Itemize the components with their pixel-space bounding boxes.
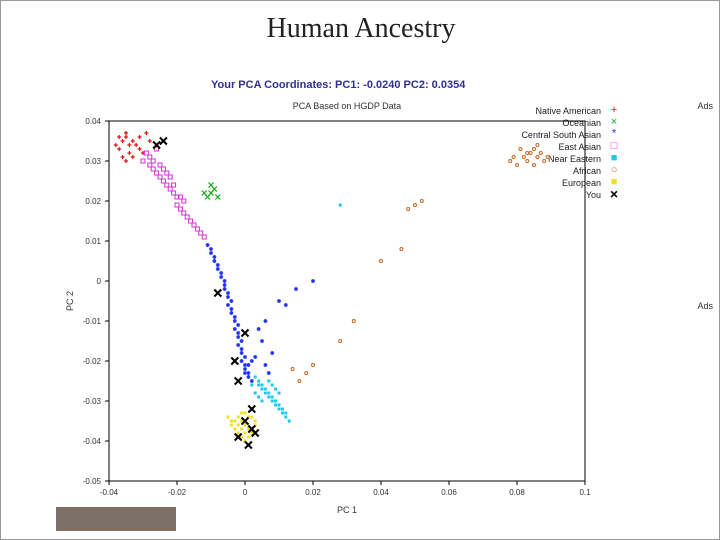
svg-text:0.04: 0.04 (85, 117, 101, 126)
ads-label-2: Ads (697, 301, 713, 311)
svg-text:-0.02: -0.02 (83, 357, 102, 366)
svg-text:0.01: 0.01 (85, 237, 101, 246)
slide: Human Ancestry Your PCA Coordinates: PC1… (0, 0, 720, 540)
page-title: Human Ancestry (1, 13, 720, 45)
svg-text:-0.04: -0.04 (83, 437, 102, 446)
svg-text:0: 0 (243, 488, 248, 497)
svg-text:0.04: 0.04 (373, 488, 389, 497)
svg-text:0.03: 0.03 (85, 157, 101, 166)
svg-text:0: 0 (97, 277, 102, 286)
svg-text:-0.05: -0.05 (83, 477, 102, 486)
svg-text:PCA Based on HGDP Data: PCA Based on HGDP Data (293, 101, 401, 111)
svg-text:PC 2: PC 2 (65, 291, 75, 311)
footer-bar (56, 507, 176, 531)
svg-text:PC 1: PC 1 (337, 505, 357, 515)
svg-text:0.06: 0.06 (441, 488, 457, 497)
svg-text:0.02: 0.02 (305, 488, 321, 497)
svg-text:-0.01: -0.01 (83, 317, 102, 326)
svg-text:-0.04: -0.04 (100, 488, 119, 497)
svg-text:-0.02: -0.02 (168, 488, 187, 497)
pca-chart: PCA Based on HGDP Data -0.04 -0.02 0 0.02 0.0… (61, 97, 601, 517)
svg-text:0.1: 0.1 (579, 488, 591, 497)
svg-text:0.08: 0.08 (509, 488, 525, 497)
ads-label-1: Ads (697, 101, 713, 111)
coordinates-line: Your PCA Coordinates: PC1: -0.0240 PC2: … (211, 79, 465, 91)
svg-text:0.02: 0.02 (85, 197, 101, 206)
svg-text:-0.03: -0.03 (83, 397, 102, 406)
